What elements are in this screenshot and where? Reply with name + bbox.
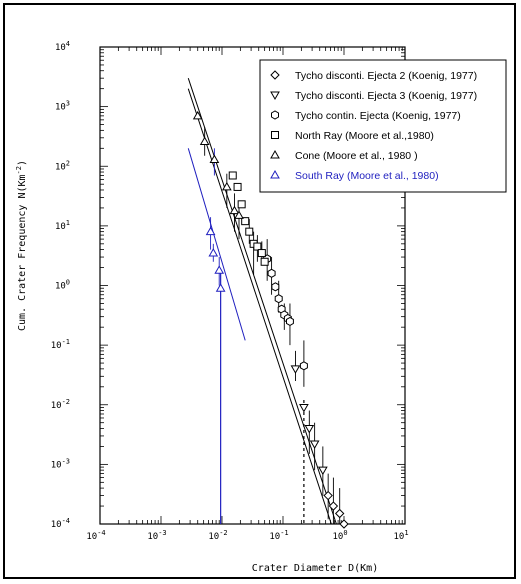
data-point-series-4 <box>229 172 236 179</box>
y-tick-label: 10-2 <box>51 398 70 411</box>
data-point-series-1 <box>324 492 332 500</box>
y-tick-label: 101 <box>55 219 70 232</box>
data-point-series-3 <box>287 317 294 325</box>
x-tick-label: 101 <box>393 529 408 542</box>
data-point-series-6 <box>215 266 223 273</box>
data-point-series-3 <box>272 283 279 291</box>
data-point-series-4 <box>238 201 245 208</box>
y-tick-label: 10-4 <box>51 517 70 530</box>
data-point-series-3 <box>300 362 307 370</box>
data-point-series-2 <box>305 425 313 432</box>
data-point-series-6 <box>217 284 225 291</box>
legend-marker <box>272 111 279 119</box>
legend-label: Tycho contin. Ejecta (Koenig, 1977) <box>295 110 461 122</box>
y-tick-label: 103 <box>55 100 70 113</box>
x-tick-label: 10-1 <box>269 529 288 542</box>
data-point-series-3 <box>268 269 275 277</box>
data-point-series-1 <box>336 510 344 518</box>
x-axis-label: Crater Diameter D(Km) <box>252 563 378 574</box>
data-point-series-5 <box>201 138 209 145</box>
legend-label: North Ray (Moore et al.,1980) <box>295 130 434 142</box>
data-point-series-2 <box>319 467 327 474</box>
data-point-series-4 <box>254 243 261 250</box>
legend: Tycho disconti. Ejecta 2 (Koenig, 1977) T… <box>260 60 506 192</box>
y-tick-label: 102 <box>55 159 70 172</box>
y-axis-label: Cum. Crater Frequency N(Km-2) <box>15 160 28 331</box>
x-tick-label: 10-4 <box>86 529 105 542</box>
y-tick-label: 104 <box>55 40 70 53</box>
data-point-series-2 <box>300 404 308 411</box>
figure-frame: 10-4 10-3 10-2 10-1 100 101 10-4 10-3 10-2 10-1 10… <box>3 3 516 579</box>
data-point-series-4 <box>246 228 253 235</box>
data-point-series-6 <box>209 249 217 256</box>
data-point-series-4 <box>234 183 241 190</box>
data-point-series-2 <box>291 366 299 373</box>
data-point-series-4 <box>258 250 265 257</box>
y-axis-label-text: Cum. Crater Frequency N(Km-2) <box>15 160 28 331</box>
data-point-series-2 <box>311 441 319 448</box>
x-tick-label: 10-2 <box>208 529 227 542</box>
x-tick-label: 10-3 <box>147 529 166 542</box>
data-point-series-6 <box>207 228 215 235</box>
legend-label: Tycho disconti. Ejecta 3 (Koenig, 1977) <box>295 90 477 102</box>
legend-label: Cone (Moore et al., 1980 ) <box>295 150 418 162</box>
data-point-series-3 <box>275 295 282 303</box>
chart: 10-4 10-3 10-2 10-1 100 101 10-4 10-3 10-2 10-1 10… <box>5 5 514 577</box>
legend-marker <box>272 132 279 139</box>
y-tick-label: 100 <box>55 279 70 292</box>
legend-label: South Ray (Moore et al., 1980) <box>295 170 439 182</box>
y-tick-label: 10-1 <box>51 338 70 351</box>
data-point-series-4 <box>261 258 268 265</box>
y-tick-label: 10-3 <box>51 457 70 470</box>
data-point-series-1 <box>329 502 337 510</box>
legend-label: Tycho disconti. Ejecta 2 (Koenig, 1977) <box>295 70 477 82</box>
x-tick-label: 100 <box>332 529 347 542</box>
